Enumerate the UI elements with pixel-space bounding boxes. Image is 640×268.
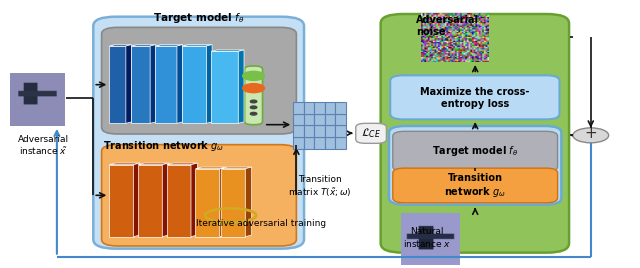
Polygon shape — [134, 163, 140, 237]
Circle shape — [250, 100, 257, 103]
Polygon shape — [109, 163, 140, 165]
Polygon shape — [109, 44, 132, 46]
Text: Transition network $g_{\omega}$: Transition network $g_{\omega}$ — [103, 139, 224, 153]
Bar — [314, 114, 324, 125]
Polygon shape — [167, 163, 197, 165]
Text: Transition
network $g_{\omega}$: Transition network $g_{\omega}$ — [444, 173, 506, 199]
Polygon shape — [245, 167, 252, 237]
Polygon shape — [177, 44, 182, 123]
Polygon shape — [182, 46, 206, 123]
Circle shape — [250, 112, 257, 115]
Polygon shape — [109, 165, 134, 237]
Circle shape — [573, 128, 609, 143]
Polygon shape — [156, 46, 177, 123]
Circle shape — [243, 84, 264, 93]
FancyBboxPatch shape — [356, 123, 387, 143]
Polygon shape — [238, 50, 244, 123]
Text: Adversarial
instance $\tilde{x}$: Adversarial instance $\tilde{x}$ — [18, 135, 69, 157]
Polygon shape — [109, 46, 126, 123]
FancyBboxPatch shape — [381, 14, 569, 253]
Polygon shape — [163, 163, 169, 237]
Bar — [335, 137, 346, 149]
Polygon shape — [150, 44, 156, 123]
Polygon shape — [138, 165, 163, 237]
Text: +: + — [584, 126, 597, 142]
Bar — [293, 114, 303, 125]
Bar — [293, 125, 303, 137]
Bar — [335, 125, 346, 137]
Bar — [324, 125, 335, 137]
Polygon shape — [182, 44, 212, 46]
Bar — [303, 137, 314, 149]
Bar — [303, 114, 314, 125]
FancyBboxPatch shape — [102, 27, 296, 134]
Text: Iterative adversarial training: Iterative adversarial training — [196, 219, 326, 228]
Polygon shape — [131, 44, 156, 46]
Polygon shape — [191, 163, 197, 237]
Polygon shape — [221, 169, 245, 237]
Polygon shape — [156, 44, 182, 46]
Polygon shape — [195, 169, 220, 237]
Polygon shape — [195, 167, 226, 169]
Polygon shape — [138, 163, 169, 165]
Text: Transition
matrix $T(\tilde{x}; \omega)$: Transition matrix $T(\tilde{x}; \omega)$ — [288, 176, 352, 199]
Bar — [324, 102, 335, 114]
Polygon shape — [167, 165, 191, 237]
FancyBboxPatch shape — [93, 17, 304, 249]
Polygon shape — [206, 44, 212, 123]
Bar — [335, 102, 346, 114]
Bar — [303, 102, 314, 114]
Polygon shape — [221, 167, 252, 169]
Polygon shape — [126, 44, 132, 123]
Text: Natural
instance $x$: Natural instance $x$ — [403, 227, 451, 249]
FancyBboxPatch shape — [393, 168, 557, 203]
Bar — [314, 102, 324, 114]
Circle shape — [243, 71, 264, 80]
Text: $\mathcal{L}_{CE}$: $\mathcal{L}_{CE}$ — [361, 126, 381, 140]
Bar — [324, 114, 335, 125]
Text: Adversarial
noise: Adversarial noise — [416, 15, 479, 37]
Bar — [293, 102, 303, 114]
Text: Target model $f_{\theta}$: Target model $f_{\theta}$ — [432, 144, 518, 158]
Text: Maximize the cross-
entropy loss: Maximize the cross- entropy loss — [420, 87, 530, 109]
Bar — [324, 137, 335, 149]
Bar — [293, 137, 303, 149]
Polygon shape — [211, 51, 238, 123]
Text: Target model $f_{\theta}$: Target model $f_{\theta}$ — [153, 11, 244, 25]
Bar — [314, 125, 324, 137]
FancyBboxPatch shape — [389, 126, 561, 205]
Bar — [303, 125, 314, 137]
Polygon shape — [131, 46, 150, 123]
FancyBboxPatch shape — [102, 145, 296, 246]
Bar — [314, 137, 324, 149]
FancyBboxPatch shape — [244, 66, 262, 125]
Circle shape — [250, 106, 257, 109]
FancyBboxPatch shape — [393, 131, 557, 171]
Bar — [335, 114, 346, 125]
FancyBboxPatch shape — [390, 75, 559, 119]
Polygon shape — [211, 50, 244, 51]
Polygon shape — [220, 167, 226, 237]
